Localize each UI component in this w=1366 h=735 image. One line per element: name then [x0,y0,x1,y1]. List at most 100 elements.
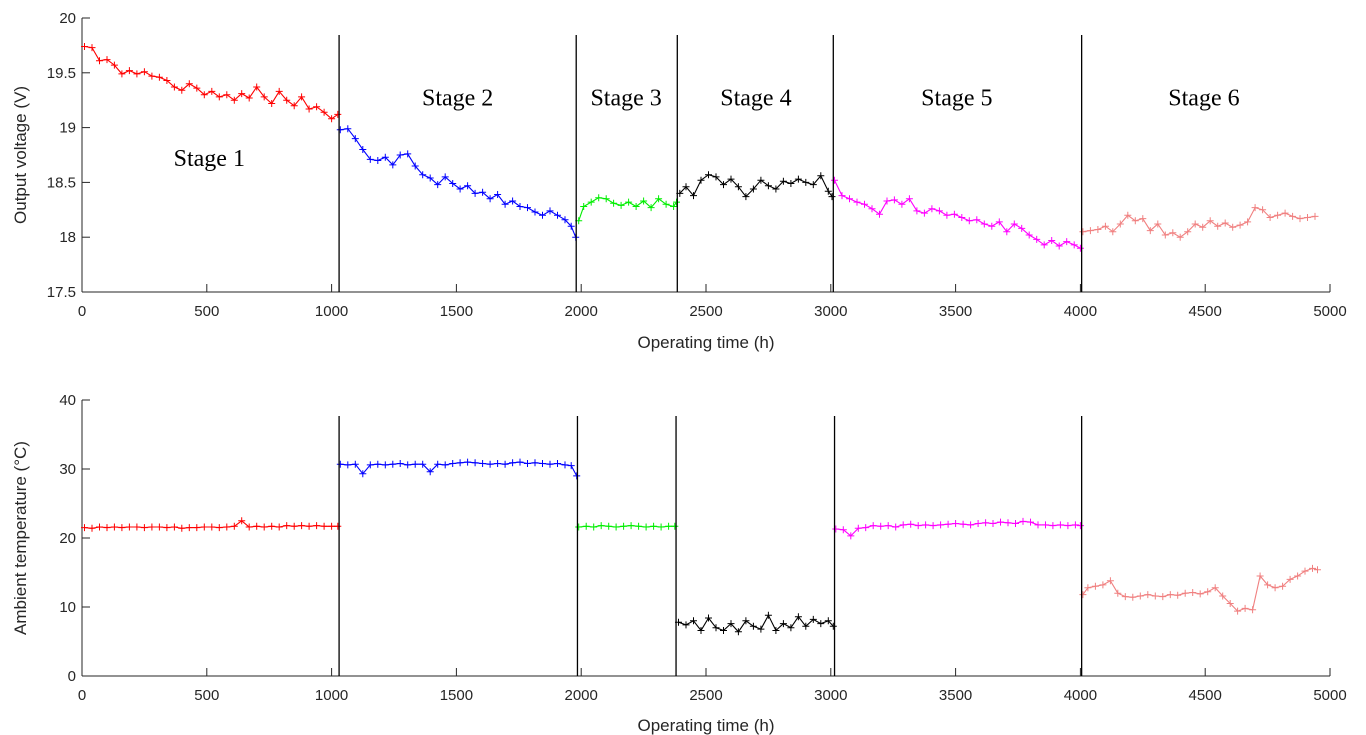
data-point [1076,522,1084,530]
data-point [223,523,231,531]
data-point [787,624,795,632]
data-point [620,522,628,530]
data-point [764,182,772,190]
data-point [501,460,509,468]
data-point [1234,607,1242,615]
data-point [697,176,705,184]
data-point [831,176,838,184]
data-point [283,96,291,104]
data-point [673,198,680,206]
data-point [366,155,374,163]
data-point [655,195,663,203]
data-point [944,520,952,528]
data-point [419,460,427,468]
data-point [434,181,442,189]
data-point [809,615,817,623]
data-point [705,614,712,622]
data-point [359,146,367,153]
data-point [170,523,178,531]
data-point [587,198,595,206]
data-point [200,91,208,99]
data-point [861,200,868,208]
data-point [869,522,877,530]
data-point [170,83,178,91]
data-point [734,628,742,636]
data-point [757,176,765,184]
data-point [1176,233,1184,241]
data-point [1003,228,1011,236]
data-point [486,460,494,468]
data-point [1154,220,1162,228]
data-point [973,216,981,224]
data-point [419,171,427,179]
data-point [665,522,673,530]
data-point [546,460,554,468]
data-point [140,68,148,76]
data-point [602,195,610,203]
data-point [155,523,163,531]
data-point [404,461,412,469]
data-point [230,96,238,104]
data-point [88,524,96,532]
data-point [1004,519,1012,527]
data-point [185,524,193,532]
data-point [1219,592,1227,600]
data-point [749,622,757,630]
data-point [573,472,581,480]
data-point [883,197,891,205]
x-tick-label: 5000 [1313,303,1346,320]
series-line [84,45,339,120]
data-point [546,207,554,215]
data-point [605,522,613,530]
x-axis-label: Operating time (h) [638,716,775,735]
data-point [1084,584,1092,592]
data-point [1027,518,1034,526]
data-point [351,460,359,468]
data-point [238,517,246,525]
data-point [245,523,253,531]
data-point [283,522,291,530]
data-point [516,203,524,210]
data-point [524,204,531,212]
data-point [471,189,479,197]
data-point [140,524,148,532]
data-point [1139,215,1147,223]
data-point [772,627,780,634]
data-point [1106,577,1114,585]
data-point [1309,564,1316,572]
data-point [727,620,735,628]
data-point [647,204,655,212]
data-point [567,462,575,470]
data-point [260,93,268,101]
data-point [757,625,765,633]
data-point [1174,591,1182,599]
x-tick-label: 0 [78,303,86,320]
data-point [997,518,1004,526]
data-point [253,522,261,530]
data-point [838,192,846,200]
data-point [1274,211,1282,219]
data-point [1161,231,1169,239]
data-point [1264,581,1272,589]
data-point [1314,566,1321,574]
y-tick-label: 20 [59,530,76,547]
data-point [1211,584,1219,592]
data-point [539,460,546,467]
data-point [426,468,434,476]
data-point [479,460,487,467]
y-tick-label: 30 [59,461,76,478]
data-point [359,470,367,478]
y-tick-label: 17.5 [47,284,76,301]
voltage-chart: 0 500 1000 1500 2000 2500 3000 3500 4000 4500 5000… [11,10,1347,352]
data-point [155,73,163,81]
data-point [193,524,201,532]
data-point [967,521,975,529]
data-point [779,620,787,628]
data-point [344,125,352,133]
data-point [471,459,479,467]
data-point [817,620,825,628]
data-point [1214,222,1222,230]
data-point [959,520,967,528]
data-point [1169,229,1177,237]
data-point [381,153,389,161]
